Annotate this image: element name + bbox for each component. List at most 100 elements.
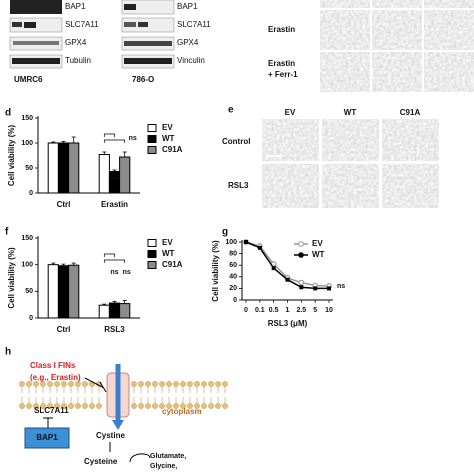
bracket [103,133,115,137]
y-tick-label: 100 [225,239,237,246]
product: Cysteine [84,457,118,466]
blot-band [124,58,172,64]
micrograph [320,0,370,8]
micrograph [320,52,370,92]
lipid-head [19,381,25,387]
downstream: Glutamate, [150,453,186,460]
y-axis-label: Cell viability (%) [7,247,16,309]
marker [257,245,262,250]
cell-line: 786-O [132,75,154,84]
y-tick-label: 0 [233,297,237,304]
lipid-head [82,403,88,409]
arrow [129,453,151,463]
lipid-head [173,381,179,387]
blot-band [12,22,22,27]
legend-label: C91A [162,145,183,154]
micrograph [262,119,319,161]
blot-label: SLC7A11 [177,20,211,29]
bar [119,156,131,194]
lipid-head [159,381,165,387]
regulator: BAP1 [36,433,58,442]
bar [98,154,110,194]
inhibitor: (e.g., Erastin) [30,373,81,382]
lipid-head [222,381,228,387]
x-tick-label: 0 [244,307,248,314]
lipid-head [61,381,67,387]
lipid-head [208,403,214,409]
blot-label: SLC7A11 [65,20,99,29]
x-tick-label: Erastin [101,200,128,209]
micrograph [372,0,422,8]
compartment: cytoplasm [162,407,202,416]
legend-marker [298,241,304,247]
lipid-head [173,403,179,409]
micrograph [382,164,439,208]
regulator-box [24,427,70,449]
annotation: ns [123,269,131,276]
lipid-head [166,403,172,409]
lipid-head [131,403,137,409]
lipid-head [68,403,74,409]
lipid-head [194,381,200,387]
lipid-head [187,403,193,409]
x-axis-label: RSL3 (μM) [268,319,308,328]
lipid-head [180,381,186,387]
legend-label: WT [162,134,175,143]
bar [68,264,80,319]
bracket [103,259,126,263]
row-label: Control [222,137,250,146]
lipid-head [152,403,158,409]
y-axis-label: Cell viability (%) [7,124,16,186]
row-label: Erastin [268,59,295,68]
lipid-head [89,403,95,409]
micrograph [382,119,439,161]
bar [98,304,110,319]
panel-letter: g [222,227,228,238]
micrograph [372,10,422,50]
arrowhead [112,420,124,430]
y-tick-label: 40 [229,274,237,281]
membrane [19,381,228,409]
lipid-head [40,381,46,387]
micrograph [262,164,319,208]
lipid-head [47,381,53,387]
lipid-head [194,403,200,409]
lipid-head [54,381,60,387]
inhibition-line [43,417,53,428]
blot-label: GPX4 [65,38,87,47]
micrograph [424,10,474,50]
lipid-head [187,381,193,387]
x-tick-label: Ctrl [57,200,71,209]
lipid-head [47,403,53,409]
inhibition-line [84,377,107,393]
lipid-head [201,403,207,409]
bar [57,142,70,194]
x-tick-label: 0.1 [255,307,265,314]
lipid-head [180,403,186,409]
marker [244,240,248,244]
marker [313,286,318,291]
marker [327,286,331,291]
column-label: WT [344,108,357,117]
lipid-head [159,403,165,409]
x-tick-label: 0.5 [269,307,279,314]
panel-e: e EV WT C91A Control RSL3 [222,105,439,208]
lipid-head [145,403,151,409]
micrograph [320,10,370,50]
lipid-head [145,381,151,387]
lipid-head [222,403,228,409]
blot-band [10,0,62,14]
annotation: ns [129,135,137,142]
legend-swatch [147,146,157,154]
legend-label: C91A [162,260,183,269]
lipid-head [33,381,39,387]
y-tick-label: 0 [29,190,33,197]
annotation: ns [110,269,118,276]
legend-swatch [147,135,157,143]
legend-label: EV [312,239,323,248]
lipid-head [215,403,221,409]
x-tick-label: 1 [286,307,290,314]
bracket [103,253,115,257]
legend-label: WT [162,249,175,258]
